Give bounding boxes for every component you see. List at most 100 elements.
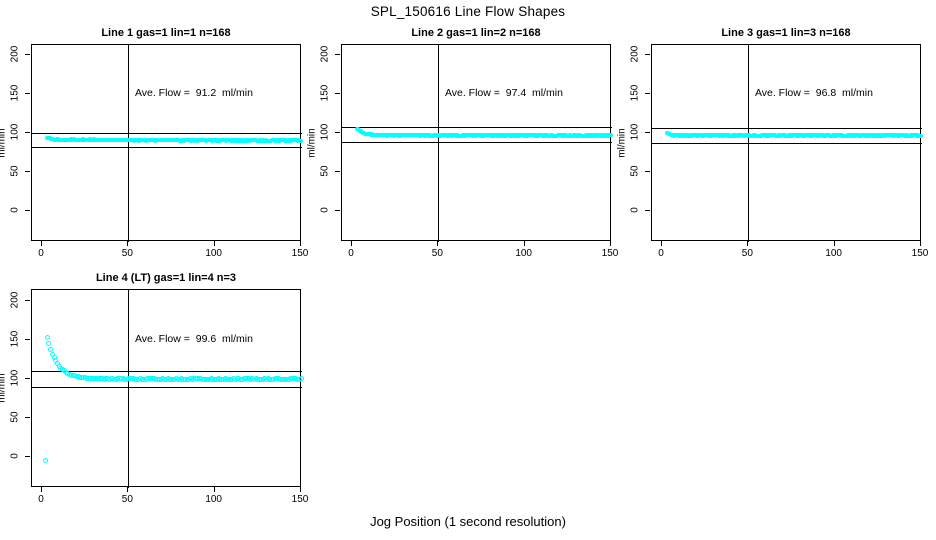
x-tick-label: 100 [205, 494, 222, 505]
x-tick [437, 241, 439, 246]
panel-title: Line 3 gas=1 lin=3 n=168 [721, 27, 851, 39]
data-point [298, 376, 304, 382]
y-tick [645, 170, 650, 172]
y-tick [645, 92, 650, 94]
y-tick [25, 456, 30, 457]
x-axis-label: Jog Position (1 second resolution) [370, 514, 566, 529]
y-tick-label: 150 [9, 330, 21, 347]
data-point [48, 347, 54, 353]
x-tick-label: 50 [741, 248, 753, 259]
y-tick-label: 0 [9, 453, 21, 459]
scatter-points [32, 45, 303, 242]
panel-title: Line 4 (LT) gas=1 lin=4 n=3 [95, 272, 237, 284]
x-tick [833, 241, 835, 246]
ave-flow-annotation: Ave. Flow = 99.6 ml/min [134, 332, 253, 345]
y-axis-label: ml/min [0, 127, 8, 158]
x-tick-label: 150 [911, 248, 929, 259]
y-tick [25, 416, 30, 418]
y-tick-label: 200 [9, 291, 21, 308]
y-tick [645, 131, 650, 133]
y-tick-label: 50 [9, 165, 21, 177]
x-tick [127, 487, 129, 492]
x-tick-label: 0 [348, 248, 354, 259]
plot-box: Ave. Flow = 96.8 ml/min [651, 44, 923, 242]
x-tick-label: 150 [291, 248, 309, 259]
plot-box: Ave. Flow = 91.2 ml/min [31, 44, 303, 242]
crosshair-vline [128, 45, 130, 242]
y-tick [25, 299, 30, 301]
y-tick [645, 53, 650, 55]
scatter-points [342, 45, 613, 242]
y-axis-label: ml/min [616, 127, 628, 158]
x-tick-label: 100 [205, 248, 222, 259]
y-tick [25, 53, 30, 55]
y-tick [335, 170, 340, 172]
y-tick-label: 200 [629, 45, 641, 62]
y-axis-label: ml/min [306, 127, 318, 158]
x-tick-label: 150 [601, 248, 619, 259]
ref-line-lower [32, 146, 302, 148]
y-tick-label: 100 [9, 369, 21, 387]
x-tick-label: 50 [121, 494, 133, 505]
x-tick [661, 241, 662, 246]
x-tick [920, 241, 921, 246]
y-tick [645, 210, 650, 211]
y-tick [335, 210, 340, 211]
ref-line-lower [342, 142, 612, 144]
x-tick-label: 50 [121, 248, 133, 259]
ref-line-lower [32, 386, 302, 388]
x-tick-label: 0 [658, 248, 664, 259]
panel-title: Line 2 gas=1 lin=2 n=168 [411, 27, 541, 39]
ref-line-lower [652, 142, 922, 144]
y-tick [25, 210, 30, 211]
y-tick-label: 100 [629, 123, 641, 141]
ave-flow-annotation: Ave. Flow = 97.4 ml/min [444, 86, 563, 99]
y-axis-label: ml/min [0, 373, 8, 403]
ave-flow-annotation: Ave. Flow = 91.2 ml/min [134, 86, 253, 99]
x-tick [213, 487, 215, 492]
y-tick-label: 50 [629, 165, 641, 177]
data-point [919, 133, 923, 138]
x-tick [300, 241, 301, 246]
y-tick [335, 131, 340, 133]
data-point [44, 335, 50, 341]
y-tick-label: 150 [629, 84, 641, 101]
chart-title: SPL_150616 Line Flow Shapes [370, 4, 566, 19]
x-tick [351, 241, 352, 246]
y-tick-label: 150 [9, 84, 21, 101]
x-tick-label: 150 [291, 494, 309, 505]
x-tick-label: 0 [38, 248, 44, 259]
ref-line-upper [342, 127, 612, 129]
ref-line-upper [652, 127, 922, 129]
crosshair-vline [128, 290, 130, 488]
y-tick-label: 0 [9, 207, 21, 213]
x-tick-label: 100 [515, 248, 532, 259]
x-tick-label: 0 [38, 494, 44, 505]
data-point [42, 457, 48, 463]
y-tick-label: 100 [9, 123, 21, 141]
crosshair-vline [438, 45, 440, 242]
y-tick [335, 92, 340, 94]
y-tick [335, 53, 340, 55]
ref-line-upper [32, 132, 302, 134]
x-tick-label: 100 [825, 248, 842, 259]
y-tick [25, 170, 30, 172]
x-tick [41, 487, 42, 492]
y-tick-label: 50 [319, 165, 331, 177]
x-tick [41, 241, 42, 246]
y-tick-label: 0 [319, 207, 331, 213]
x-tick [747, 241, 749, 246]
plot-box: Ave. Flow = 99.6 ml/min [31, 289, 304, 488]
ave-flow-annotation: Ave. Flow = 96.8 ml/min [754, 86, 873, 99]
x-tick [523, 241, 525, 246]
scatter-points [32, 290, 304, 488]
scatter-points [652, 45, 923, 242]
y-tick [25, 338, 30, 340]
y-tick-label: 150 [319, 84, 331, 101]
x-tick [610, 241, 611, 246]
y-tick [25, 92, 30, 94]
y-tick-label: 200 [319, 45, 331, 62]
y-tick-label: 50 [9, 411, 21, 423]
y-tick [25, 377, 30, 379]
